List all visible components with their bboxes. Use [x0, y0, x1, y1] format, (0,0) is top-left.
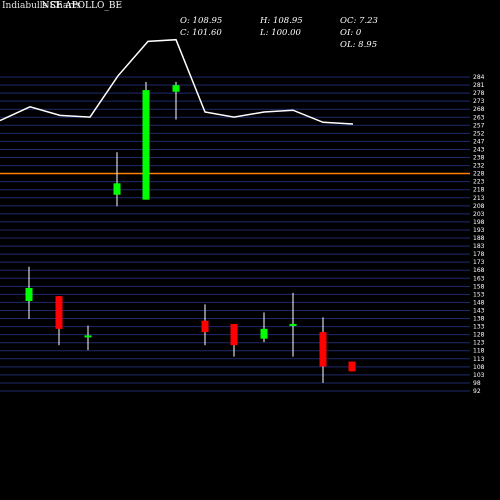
candle	[319, 317, 327, 383]
candle	[230, 323, 238, 357]
price-tick-label: 268	[473, 106, 485, 113]
price-tick-label: 273	[473, 98, 485, 105]
price-axis: 2842812782732682632572522472432382322282…	[473, 74, 485, 395]
price-tick-label: 263	[473, 114, 485, 121]
candle-body	[25, 287, 33, 302]
price-tick-label: 98	[473, 380, 481, 387]
candle	[289, 292, 297, 357]
candle-body	[348, 361, 356, 372]
ol-value: OL: 8.95	[340, 40, 378, 50]
price-tick-label: 143	[473, 307, 485, 314]
candle	[55, 296, 63, 346]
price-tick-label: 148	[473, 299, 485, 306]
price-tick-label: 232	[473, 163, 485, 170]
price-tick-label: 92	[473, 388, 481, 395]
price-tick-label: 243	[473, 146, 485, 153]
price-tick-label: 223	[473, 179, 485, 186]
price-tick-label: 278	[473, 90, 485, 97]
price-tick-label: 163	[473, 275, 485, 282]
candle	[113, 152, 121, 207]
candle	[142, 81, 150, 200]
price-tick-label: 218	[473, 187, 485, 194]
volume-line	[0, 38, 354, 125]
price-tick-label: 284	[473, 74, 485, 81]
candle	[348, 361, 356, 372]
candle	[84, 325, 92, 351]
price-tick-label: 173	[473, 259, 485, 266]
title-prefix: Indiabulls Charts	[2, 1, 81, 11]
oi-value: OI: 0	[340, 28, 362, 38]
low-value: L: 100.00	[260, 28, 301, 38]
price-tick-label: 108	[473, 364, 485, 371]
volume-series-line	[0, 38, 354, 125]
candle	[25, 266, 33, 320]
price-tick-label: 103	[473, 372, 485, 379]
candles	[25, 81, 356, 383]
price-tick-label: 128	[473, 332, 485, 339]
candle	[172, 81, 180, 120]
price-tick-label: 153	[473, 291, 485, 298]
price-tick-label: 203	[473, 211, 485, 218]
candle-body	[319, 332, 327, 367]
candle-body	[230, 323, 238, 346]
price-tick-label: 183	[473, 243, 485, 250]
price-tick-label: 247	[473, 138, 485, 145]
open-value: O: 108.95	[180, 16, 223, 26]
candle-body	[172, 85, 180, 92]
price-tick-label: 213	[473, 195, 485, 202]
price-tick-label: 257	[473, 122, 485, 129]
high-value: H: 108.95	[260, 16, 303, 26]
price-tick-label: 158	[473, 283, 485, 290]
candle-body	[142, 90, 150, 200]
candle-body	[84, 335, 92, 338]
price-tick-label: 133	[473, 324, 485, 331]
chart-title: Indiabulls Charts NSE APOLLO_BE	[2, 1, 122, 11]
candle-body	[289, 323, 297, 326]
oc-value: OC: 7.23	[340, 16, 378, 26]
price-tick-label: 193	[473, 227, 485, 234]
candle-body	[260, 328, 268, 339]
candle	[260, 312, 268, 342]
price-tick-label: 228	[473, 171, 485, 178]
price-tick-label: 208	[473, 203, 485, 210]
price-tick-label: 198	[473, 219, 485, 226]
price-tick-label: 252	[473, 130, 485, 137]
candle	[201, 304, 209, 346]
price-tick-label: 118	[473, 348, 485, 355]
candle-body	[55, 296, 63, 329]
price-tick-label: 113	[473, 356, 485, 363]
price-tick-label: 168	[473, 267, 485, 274]
price-tick-label: 123	[473, 340, 485, 347]
price-tick-label: 138	[473, 316, 485, 323]
title-symbol: NSE APOLLO_BE	[41, 1, 123, 11]
price-tick-label: 188	[473, 235, 485, 242]
price-tick-label: 281	[473, 82, 485, 89]
candle-body	[201, 320, 209, 333]
price-tick-label: 178	[473, 251, 485, 258]
candle-body	[113, 183, 121, 195]
close-value: C: 101.60	[180, 28, 222, 38]
grid-lines	[0, 76, 470, 392]
price-tick-label: 238	[473, 155, 485, 162]
